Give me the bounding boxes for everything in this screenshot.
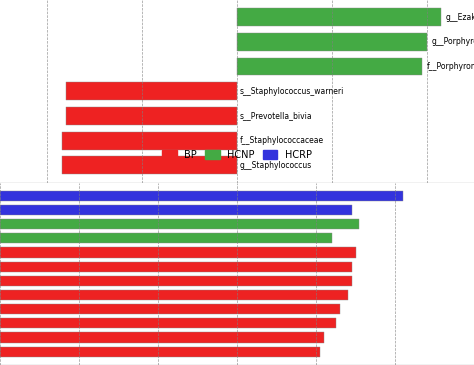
- Bar: [0, 219, 359, 229]
- Bar: [0, 247, 356, 258]
- Bar: [0, 191, 403, 201]
- Bar: [0, 318, 336, 328]
- Bar: [62, 132, 237, 150]
- Bar: [66, 82, 237, 100]
- Bar: [0, 304, 340, 314]
- Text: f__Staphylococcaceae: f__Staphylococcaceae: [239, 136, 323, 145]
- Bar: [237, 8, 441, 26]
- Text: g__Staphylococcus: g__Staphylococcus: [239, 161, 311, 170]
- Bar: [66, 107, 237, 125]
- Bar: [0, 233, 332, 243]
- Bar: [0, 276, 352, 286]
- Legend: BP, HCNP, HCRP: BP, HCNP, HCRP: [159, 147, 315, 163]
- Bar: [0, 205, 352, 215]
- Bar: [0, 262, 352, 272]
- Bar: [237, 33, 427, 51]
- Text: g__Ezakiella: g__Ezakiella: [446, 13, 474, 22]
- X-axis label: LDA SCORE (log 10): LDA SCORE (log 10): [182, 208, 292, 218]
- Bar: [0, 346, 320, 357]
- Bar: [0, 333, 324, 342]
- Text: f__Porphyromonadaceae: f__Porphyromonadaceae: [427, 62, 474, 71]
- Bar: [62, 157, 237, 174]
- Text: s__Prevotella_bivia: s__Prevotella_bivia: [239, 111, 312, 120]
- Text: s__Staphylococcus_warneri: s__Staphylococcus_warneri: [239, 87, 344, 96]
- Bar: [237, 58, 422, 76]
- Bar: [0, 290, 347, 300]
- Text: g__Porphyromonas: g__Porphyromonas: [431, 37, 474, 46]
